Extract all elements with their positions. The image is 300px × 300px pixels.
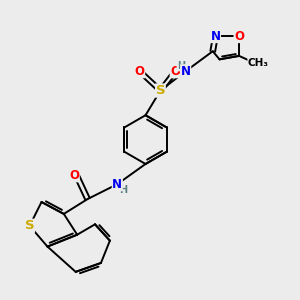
Text: H: H	[119, 184, 127, 194]
Text: H: H	[177, 61, 185, 71]
Text: N: N	[210, 29, 220, 43]
Text: O: O	[69, 169, 79, 182]
Text: N: N	[112, 178, 122, 191]
Text: S: S	[156, 84, 165, 97]
Text: O: O	[135, 65, 145, 78]
Text: S: S	[25, 219, 34, 232]
Text: O: O	[234, 29, 244, 43]
Text: CH₃: CH₃	[248, 58, 269, 68]
Text: O: O	[170, 65, 180, 78]
Text: N: N	[181, 65, 191, 78]
